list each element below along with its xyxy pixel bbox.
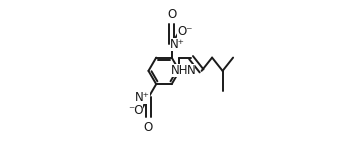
Text: O⁻: O⁻ [177,25,193,38]
Text: O: O [144,121,153,134]
Text: ⁻O: ⁻O [128,104,143,117]
Text: N⁺: N⁺ [135,91,150,104]
Text: NH: NH [171,64,188,77]
Text: O: O [167,8,176,21]
Text: N⁺: N⁺ [171,38,185,51]
Text: N: N [187,64,195,77]
